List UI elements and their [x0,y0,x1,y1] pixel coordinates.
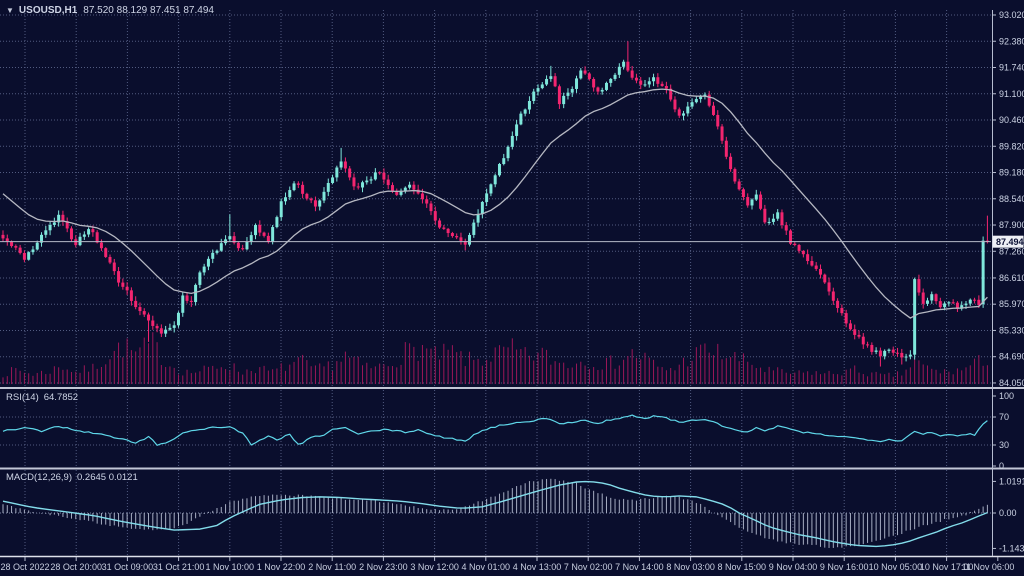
panel-separators[interactable] [0,387,1024,558]
svg-text:88.540: 88.540 [999,194,1024,204]
svg-text:7 Nov 14:00: 7 Nov 14:00 [615,562,664,572]
time-axis: 28 Oct 2022 28 Oct 20:00 31 Oct 09:00 31 Oc… [0,557,1014,572]
svg-text:1 Nov 10:00: 1 Nov 10:00 [206,562,255,572]
svg-text:1 Nov 22:00: 1 Nov 22:00 [257,562,306,572]
svg-text:8 Nov 03:00: 8 Nov 03:00 [666,562,715,572]
svg-text:91.740: 91.740 [999,63,1024,73]
svg-text:87.260: 87.260 [999,246,1024,256]
svg-text:85.970: 85.970 [999,299,1024,309]
macd-indicator-label: MACD(12,26,9) 0.2645 0.0121 [6,472,143,483]
svg-text:91.100: 91.100 [999,89,1024,99]
svg-text:0.00: 0.00 [999,508,1017,518]
symbol-timeframe: USOUSD,H1 [18,5,78,16]
svg-text:2 Nov 23:00: 2 Nov 23:00 [359,562,408,572]
current-price-tag: 87.494 [992,235,1024,248]
svg-text:30: 30 [999,440,1009,450]
rsi-line [2,414,988,446]
svg-text:1.0191: 1.0191 [999,476,1024,486]
svg-text:0: 0 [999,461,1004,471]
svg-text:31 Oct 21:00: 31 Oct 21:00 [153,562,205,572]
svg-text:87.900: 87.900 [999,220,1024,230]
ma-line [2,88,988,319]
chart-title: ▼ USOUSD,H1 87.520 88.129 87.451 87.494 [6,5,214,16]
chart-dropdown-icon[interactable]: ▼ [6,6,14,15]
price-axis: 93.020 92.380 91.740 91.100 90.460 89.820 89.1… [992,10,1024,553]
ohlc-values: 87.520 88.129 87.451 87.494 [83,5,214,16]
rsi-name: RSI(14) [6,392,39,403]
svg-text:84.690: 84.690 [999,352,1024,362]
svg-text:70: 70 [999,412,1009,422]
svg-text:4 Nov 01:00: 4 Nov 01:00 [462,562,511,572]
svg-text:10 Nov 17:00: 10 Nov 17:00 [920,562,974,572]
volume-histogram [2,332,988,384]
macd-name: MACD(12,26,9) [6,472,72,483]
svg-text:92.380: 92.380 [999,36,1024,46]
svg-text:8 Nov 15:00: 8 Nov 15:00 [718,562,767,572]
rsi-value: 64.7852 [43,392,79,403]
candlesticks [1,41,989,367]
svg-text:89.820: 89.820 [999,141,1024,151]
svg-text:86.610: 86.610 [999,273,1024,283]
svg-text:87.494: 87.494 [996,237,1024,247]
svg-text:9 Nov 04:00: 9 Nov 04:00 [769,562,818,572]
svg-text:93.020: 93.020 [999,10,1024,20]
svg-text:3 Nov 12:00: 3 Nov 12:00 [410,562,459,572]
macd-signal-line [2,480,988,548]
macd-histogram [2,478,988,548]
svg-text:89.180: 89.180 [999,168,1024,178]
svg-text:10 Nov 05:00: 10 Nov 05:00 [869,562,923,572]
svg-text:4 Nov 13:00: 4 Nov 13:00 [513,562,562,572]
svg-text:9 Nov 16:00: 9 Nov 16:00 [820,562,869,572]
grid [0,10,991,556]
svg-text:11 Nov 06:00: 11 Nov 06:00 [962,562,1015,572]
svg-text:85.330: 85.330 [999,325,1024,335]
rsi-indicator-label: RSI(14) 64.7852 [6,392,83,403]
svg-text:28 Oct 2022: 28 Oct 2022 [0,562,49,572]
svg-text:31 Oct 09:00: 31 Oct 09:00 [102,562,154,572]
svg-text:90.460: 90.460 [999,115,1024,125]
svg-text:7 Nov 02:00: 7 Nov 02:00 [564,562,613,572]
svg-text:28 Oct 20:00: 28 Oct 20:00 [50,562,102,572]
svg-text:2 Nov 11:00: 2 Nov 11:00 [308,562,356,572]
svg-text:84.050: 84.050 [999,378,1024,388]
svg-text:100: 100 [999,391,1014,401]
macd-value: 0.2645 0.0121 [77,472,138,483]
